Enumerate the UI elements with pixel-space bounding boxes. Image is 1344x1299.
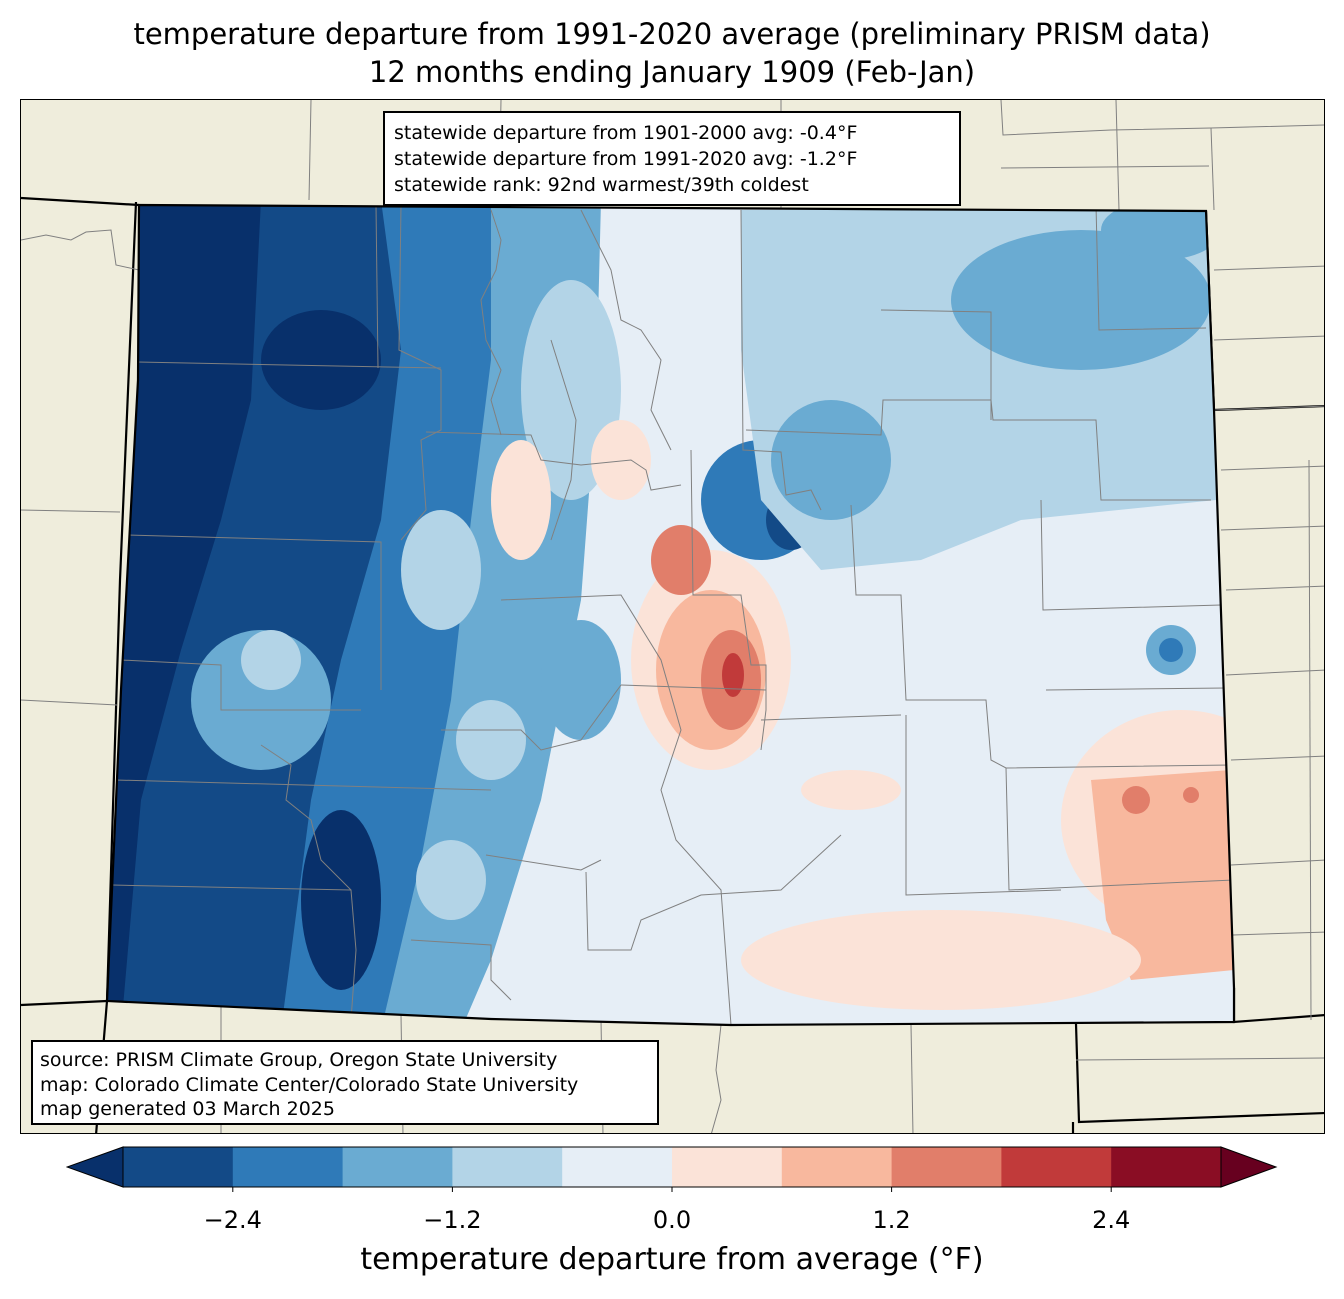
colorbar-under-extension xyxy=(66,1146,124,1188)
stats-departure-1991-2020: statewide departure from 1991-2020 avg: … xyxy=(394,148,858,170)
colorbar-segment xyxy=(452,1147,563,1187)
stats-departure-1901-2000: statewide departure from 1901-2000 avg: … xyxy=(394,122,858,144)
colorbar-tick-label: 0.0 xyxy=(652,1206,692,1234)
map-subtitle: 12 months ending January 1909 (Feb-Jan) xyxy=(368,55,976,89)
temperature-departure-map xyxy=(21,100,1324,1133)
source-credit: source: PRISM Climate Group, Oregon Stat… xyxy=(40,1049,558,1071)
colorbar-segment xyxy=(781,1147,893,1187)
colorbar-tick-label: −2.4 xyxy=(203,1206,262,1234)
map-title: temperature departure from 1991-2020 ave… xyxy=(133,17,1211,51)
colorbar-tick-label: 1.2 xyxy=(872,1206,911,1234)
colorbar-segment xyxy=(672,1147,783,1187)
colorado-county-lines xyxy=(110,205,1234,1025)
map-credit: map: Colorado Climate Center/Colorado St… xyxy=(40,1073,579,1096)
stats-rank: statewide rank: 92nd warmest/39th coldes… xyxy=(394,174,809,196)
statewide-stats-box: statewide departure from 1901-2000 avg: … xyxy=(383,111,961,206)
colorbar-segment xyxy=(891,1147,1002,1187)
colorado-border xyxy=(105,203,1236,1027)
colorbar-tick-label: −1.2 xyxy=(423,1206,482,1234)
colorbar-over-extension xyxy=(1220,1146,1278,1188)
colorbar-segment xyxy=(232,1147,344,1187)
colorbar-segment xyxy=(342,1147,453,1187)
source-credits-box: source: PRISM Climate Group, Oregon Stat… xyxy=(31,1040,659,1125)
colorbar-label: temperature departure from average (°F) xyxy=(360,1242,984,1277)
colorbar-segment xyxy=(562,1147,673,1187)
colorbar-segment xyxy=(1001,1147,1112,1187)
colorbar-segment xyxy=(1111,1147,1222,1187)
colorbar xyxy=(66,1146,1278,1192)
generated-date: map generated 03 March 2025 xyxy=(40,1098,335,1120)
colorbar-tick-label: 2.4 xyxy=(1092,1206,1131,1234)
colorbar-segment xyxy=(123,1147,234,1187)
temperature-fill xyxy=(107,205,1234,1025)
map-panel xyxy=(20,99,1325,1134)
